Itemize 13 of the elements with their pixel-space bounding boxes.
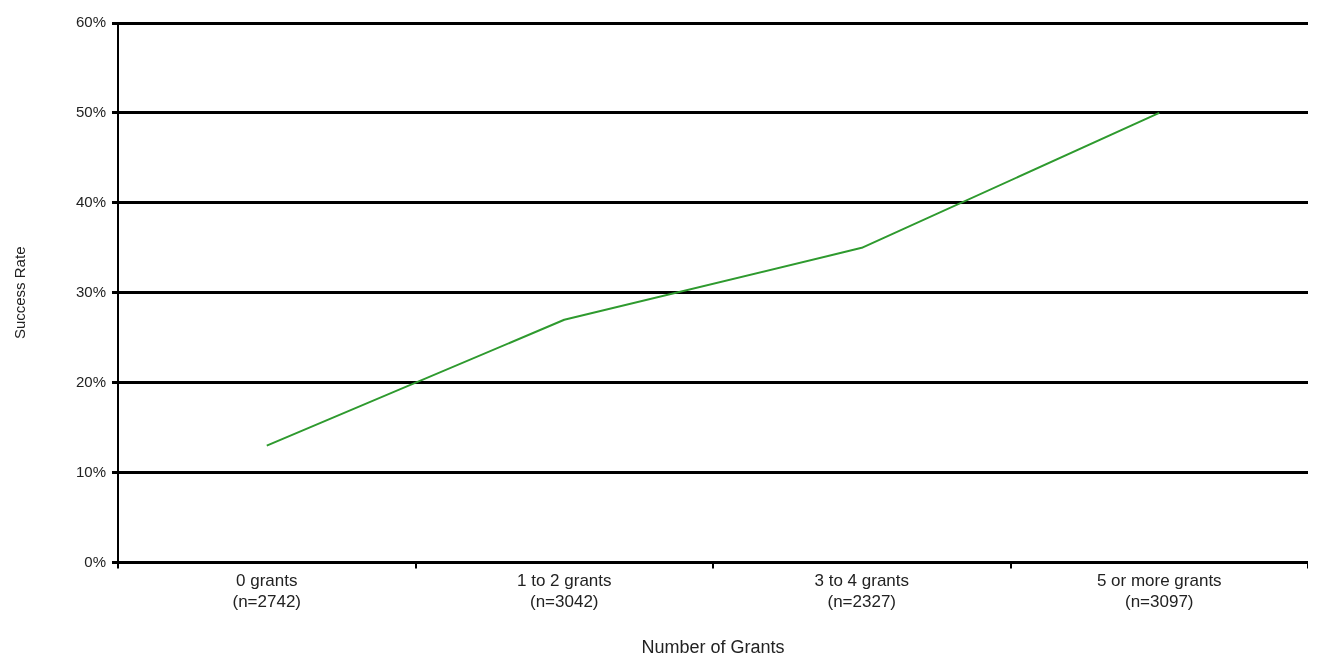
y-tick-label: 10%: [75, 462, 107, 480]
x-tick-label: 1 to 2 grants (n=3042): [517, 571, 612, 611]
y-tick-label: 60%: [75, 13, 107, 31]
y-tick-label: 40%: [75, 193, 107, 211]
y-tick-label: 30%: [75, 282, 107, 300]
y-tick-label: 0%: [84, 552, 107, 570]
x-tick-label: 5 or more grants (n=3097): [1096, 571, 1222, 611]
x-tick-label: 0 grants (n=2742): [232, 571, 302, 611]
x-tick-label: 3 to 4 grants (n=2327): [814, 571, 910, 611]
y-tick-label: 50%: [75, 103, 107, 121]
y-axis-title: Success Rate: [11, 246, 29, 340]
y-tick-label: 20%: [75, 372, 107, 390]
x-axis-title: Number of Grants: [641, 637, 785, 658]
